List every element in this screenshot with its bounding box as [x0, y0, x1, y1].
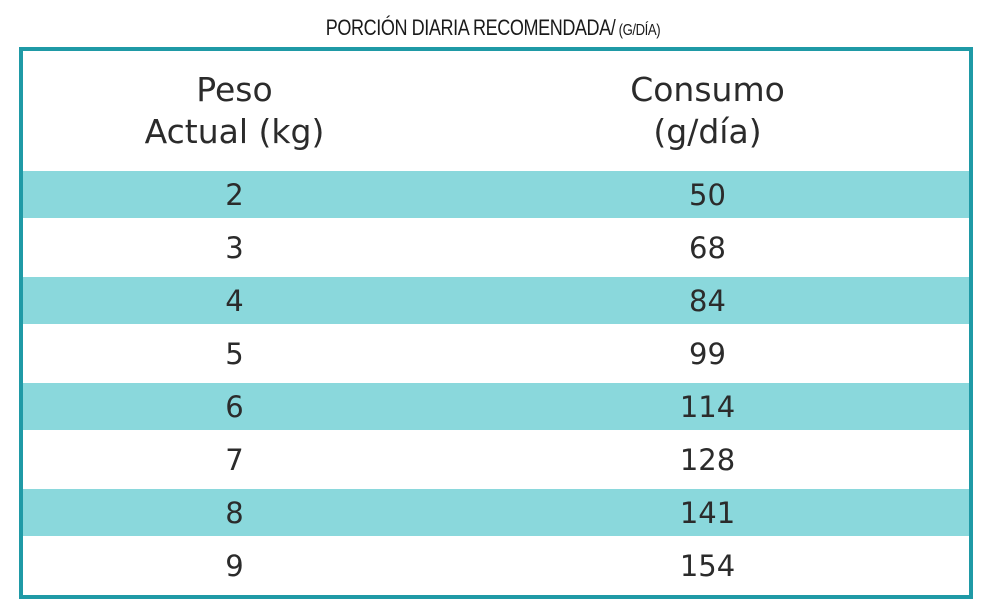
cell-intake: 99 — [689, 336, 726, 371]
feeding-table: Peso Actual (kg) Consumo (g/día) 2 50 3 … — [19, 47, 973, 599]
table-title: PORCIÓN DIARIA RECOMENDADA/ (G/DÍA) — [89, 14, 898, 45]
table-row: 4 84 — [23, 277, 969, 324]
cell-weight: 4 — [225, 283, 244, 318]
table-row: 7 128 — [23, 430, 969, 489]
table-title-unit: (G/DÍA) — [615, 22, 661, 39]
header-weight: Peso Actual (kg) — [23, 69, 446, 153]
cell-intake: 68 — [689, 230, 726, 265]
cell-intake: 114 — [679, 389, 736, 424]
cell-weight: 6 — [225, 389, 244, 424]
table-body: 2 50 3 68 4 84 5 99 6 114 7 128 8 141 9 — [23, 171, 969, 595]
cell-weight: 3 — [225, 230, 244, 265]
cell-intake: 50 — [689, 177, 726, 212]
table-row: 8 141 — [23, 489, 969, 536]
cell-weight: 8 — [225, 495, 244, 530]
table-title-main: PORCIÓN DIARIA RECOMENDADA/ — [325, 15, 616, 40]
header-intake-line2: (g/día) — [653, 112, 762, 151]
cell-weight: 7 — [225, 442, 244, 477]
header-intake-line1: Consumo — [630, 70, 785, 109]
header-weight-line1: Peso — [196, 70, 273, 109]
cell-weight: 5 — [225, 336, 244, 371]
cell-weight: 9 — [225, 548, 244, 583]
table-row: 3 68 — [23, 218, 969, 277]
header-weight-line2: Actual (kg) — [144, 112, 325, 151]
cell-intake: 154 — [679, 548, 736, 583]
table-row: 2 50 — [23, 171, 969, 218]
cell-intake: 128 — [679, 442, 736, 477]
table-header: Peso Actual (kg) Consumo (g/día) — [23, 51, 969, 171]
cell-intake: 141 — [679, 495, 736, 530]
table-row: 5 99 — [23, 324, 969, 383]
table-row: 9 154 — [23, 536, 969, 595]
cell-intake: 84 — [689, 283, 726, 318]
header-intake: Consumo (g/día) — [446, 69, 969, 153]
cell-weight: 2 — [225, 177, 244, 212]
table-row: 6 114 — [23, 383, 969, 430]
